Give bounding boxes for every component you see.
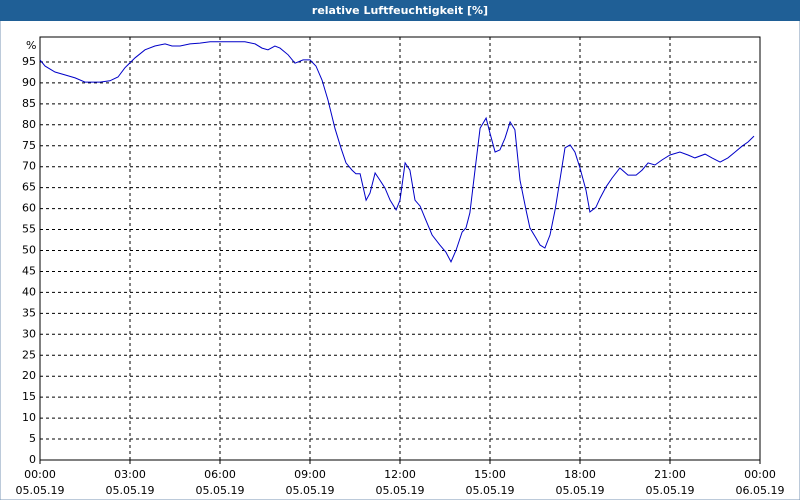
y-tick-label: 50 [22, 244, 36, 257]
x-tick-label: 18:00 [564, 468, 596, 481]
x-tick-label: 00:00 [24, 468, 56, 481]
x-tick-label: 03:00 [114, 468, 146, 481]
x-tick-date: 05.05.19 [106, 484, 155, 497]
x-tick-date: 05.05.19 [466, 484, 515, 497]
x-tick-label: 12:00 [384, 468, 416, 481]
data-line [39, 41, 755, 263]
y-tick-label: 55 [22, 223, 36, 236]
y-tick-label: 95 [22, 55, 36, 68]
y-tick-label: 10 [22, 411, 36, 424]
y-unit: % [26, 39, 36, 52]
y-tick-label: 45 [22, 264, 36, 277]
y-tick-label: 65 [22, 181, 36, 194]
x-tick-date: 05.05.19 [286, 484, 335, 497]
y-tick-label: 20 [22, 369, 36, 382]
y-tick-label: 75 [22, 139, 36, 152]
y-tick-label: 30 [22, 327, 36, 340]
y-tick-label: 80 [22, 118, 36, 131]
x-tick-label: 06:00 [204, 468, 236, 481]
y-tick-label: 60 [22, 202, 36, 215]
x-tick-date: 05.05.19 [556, 484, 605, 497]
title-bar [0, 0, 800, 21]
y-tick-label: 85 [22, 97, 36, 110]
y-tick-label: 5 [29, 432, 36, 445]
y-tick-label: 25 [22, 348, 36, 361]
x-tick-label: 21:00 [654, 468, 686, 481]
y-tick-label: 0 [29, 453, 36, 466]
x-tick-date: 05.05.19 [16, 484, 65, 497]
x-tick-label: 15:00 [474, 468, 506, 481]
x-tick-date: 05.05.19 [196, 484, 245, 497]
x-tick-label: 09:00 [294, 468, 326, 481]
x-tick-label: 00:00 [744, 468, 776, 481]
x-tick-date: 06.05.19 [736, 484, 785, 497]
y-tick-label: 40 [22, 285, 36, 298]
x-tick-date: 05.05.19 [646, 484, 695, 497]
y-tick-label: 90 [22, 76, 36, 89]
chart-title: relative Luftfeuchtigkeit [%] [312, 4, 488, 17]
y-tick-label: 15 [22, 390, 36, 403]
y-tick-label: 35 [22, 306, 36, 319]
x-tick-date: 05.05.19 [376, 484, 425, 497]
y-tick-label: 70 [22, 160, 36, 173]
